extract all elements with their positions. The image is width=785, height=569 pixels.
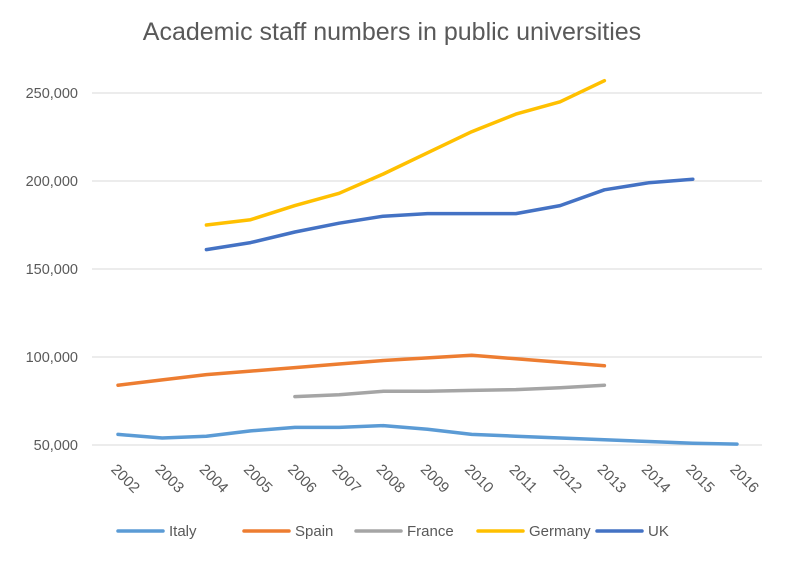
x-axis-tick-labels: 2002 2003 2004 2005 2006 2007 2008 2009 2010 2011… [107, 461, 762, 497]
legend-label-uk: UK [648, 523, 669, 540]
x-tick-label: 2004 [196, 461, 232, 497]
x-tick-label: 2013 [594, 461, 630, 497]
x-tick-label: 2002 [107, 461, 143, 497]
x-tick-label: 2005 [240, 461, 276, 497]
legend-label-spain: Spain [295, 523, 333, 540]
y-tick-label: 100,000 [26, 350, 78, 366]
legend: Italy Spain France Germany UK [116, 523, 669, 540]
x-tick-label: 2006 [284, 461, 320, 497]
series-line-uk [204, 177, 695, 252]
y-tick-label: 150,000 [26, 262, 78, 278]
x-tick-label: 2011 [506, 461, 541, 496]
x-tick-label: 2016 [726, 461, 762, 497]
y-axis-tick-labels: 50,000 100,000 150,000 200,000 250,000 [26, 86, 78, 454]
y-tick-label: 250,000 [26, 86, 78, 102]
series-line-germany [204, 78, 607, 227]
series-line-france [293, 383, 607, 399]
legend-label-italy: Italy [169, 523, 197, 540]
series-lines [116, 78, 739, 446]
legend-label-france: France [407, 523, 454, 540]
x-tick-label: 2015 [682, 461, 718, 497]
legend-label-germany: Germany [529, 523, 591, 540]
x-tick-label: 2014 [638, 461, 674, 497]
x-tick-label: 2007 [328, 461, 364, 497]
y-tick-label: 50,000 [34, 438, 78, 454]
chart-title: Academic staff numbers in public univers… [143, 18, 641, 46]
y-tick-label: 200,000 [26, 174, 78, 190]
x-tick-label: 2009 [417, 461, 453, 497]
x-tick-label: 2010 [461, 461, 497, 497]
series-line-italy [116, 423, 739, 446]
x-tick-label: 2012 [550, 461, 586, 497]
series-line-spain [116, 353, 607, 387]
x-tick-label: 2003 [152, 461, 188, 497]
x-tick-label: 2008 [373, 461, 409, 497]
